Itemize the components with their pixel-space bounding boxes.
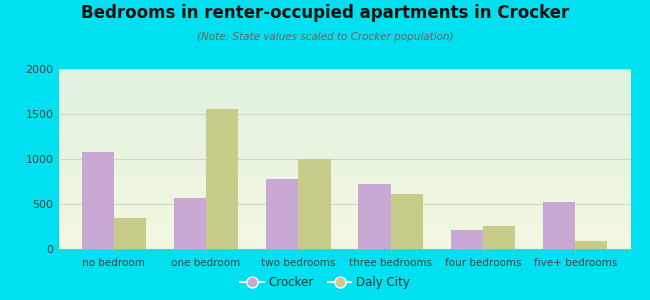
Bar: [206, 109, 239, 249]
Bar: [543, 202, 575, 249]
Legend: Crocker, Daly City: Crocker, Daly City: [235, 272, 415, 294]
Bar: [266, 179, 298, 249]
Bar: [114, 218, 146, 249]
Bar: [174, 198, 206, 249]
Text: Bedrooms in renter-occupied apartments in Crocker: Bedrooms in renter-occupied apartments i…: [81, 4, 569, 22]
Bar: [483, 226, 515, 249]
Bar: [358, 184, 391, 249]
Bar: [81, 152, 114, 249]
Bar: [575, 241, 608, 249]
Text: (Note: State values scaled to Crocker population): (Note: State values scaled to Crocker po…: [197, 32, 453, 41]
Bar: [391, 194, 423, 249]
Bar: [450, 230, 483, 249]
Bar: [298, 159, 331, 249]
